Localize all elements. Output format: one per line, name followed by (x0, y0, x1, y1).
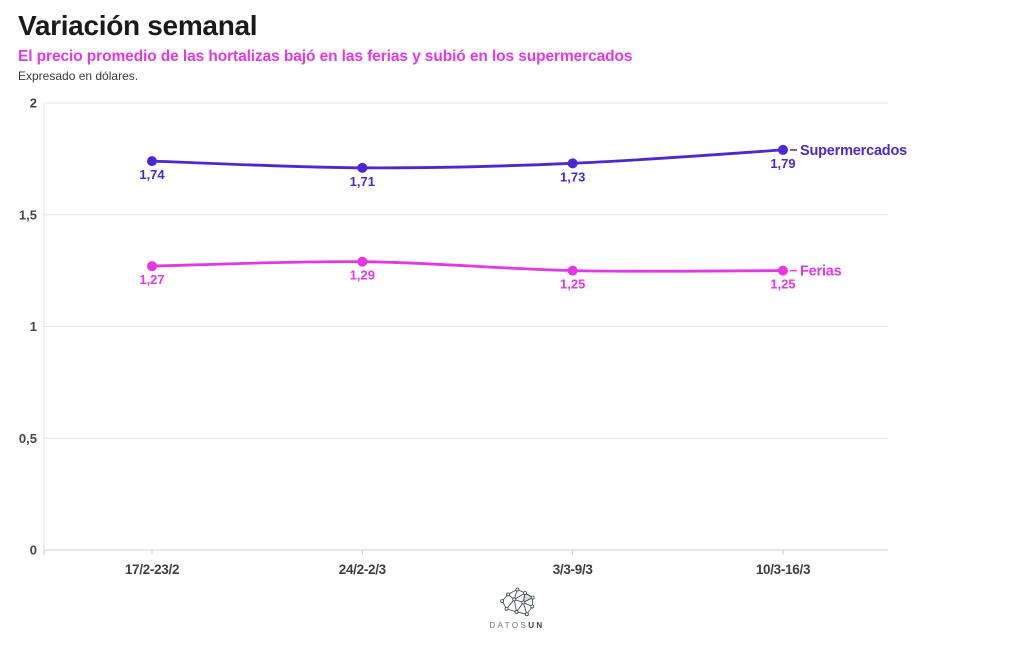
chart-subtitle: El precio promedio de las hortalizas baj… (18, 48, 633, 65)
data-point-label-supermercados: 1,71 (350, 174, 375, 189)
data-point-supermercados (147, 156, 157, 167)
data-point-label-ferias: 1,29 (350, 268, 375, 283)
chart-note: Expresado en dólares. (18, 69, 139, 83)
data-point-label-ferias: 1,27 (139, 272, 164, 287)
chart-title: Variación semanal (18, 10, 258, 41)
x-tick-label: 3/3-9/3 (553, 562, 594, 577)
data-point-supermercados (567, 158, 578, 169)
data-point-ferias (567, 265, 578, 276)
x-tick-label: 24/2-2/3 (339, 562, 387, 577)
data-point-supermercados (777, 144, 788, 155)
data-point-label-ferias: 1,25 (560, 277, 585, 292)
y-tick-label: 0 (30, 543, 37, 558)
chart-header: Variación semanal El precio promedio de … (18, 10, 998, 83)
x-tick-label: 10/3-16/3 (756, 562, 811, 577)
series-label-ferias: Ferias (800, 264, 842, 280)
y-tick-label: 2 (30, 96, 37, 111)
data-point-ferias (777, 265, 788, 276)
logo-text-un: UN (528, 621, 545, 630)
logo-wordmark: DATOSUN (489, 621, 544, 630)
data-point-label-supermercados: 1,73 (560, 169, 585, 184)
series-line-ferias (150, 260, 785, 273)
series-label-supermercados: Supermercados (800, 143, 907, 159)
network-icon (499, 587, 535, 617)
data-point-supermercados (357, 162, 368, 173)
data-point-label-ferias: 1,25 (770, 277, 795, 292)
series-line-supermercados (150, 148, 785, 170)
data-point-ferias (357, 256, 368, 267)
logo-text-datos: DATOS (489, 621, 529, 630)
y-tick-label: 1 (30, 319, 37, 334)
y-tick-label: 1,5 (19, 207, 37, 222)
data-point-label-supermercados: 1,74 (139, 167, 165, 182)
datosun-logo: DATOSUN (489, 587, 544, 630)
x-tick-label: 17/2-23/2 (125, 562, 179, 577)
y-tick-label: 0,5 (19, 431, 37, 446)
data-point-ferias (147, 261, 157, 272)
data-point-label-supermercados: 1,79 (770, 156, 795, 171)
